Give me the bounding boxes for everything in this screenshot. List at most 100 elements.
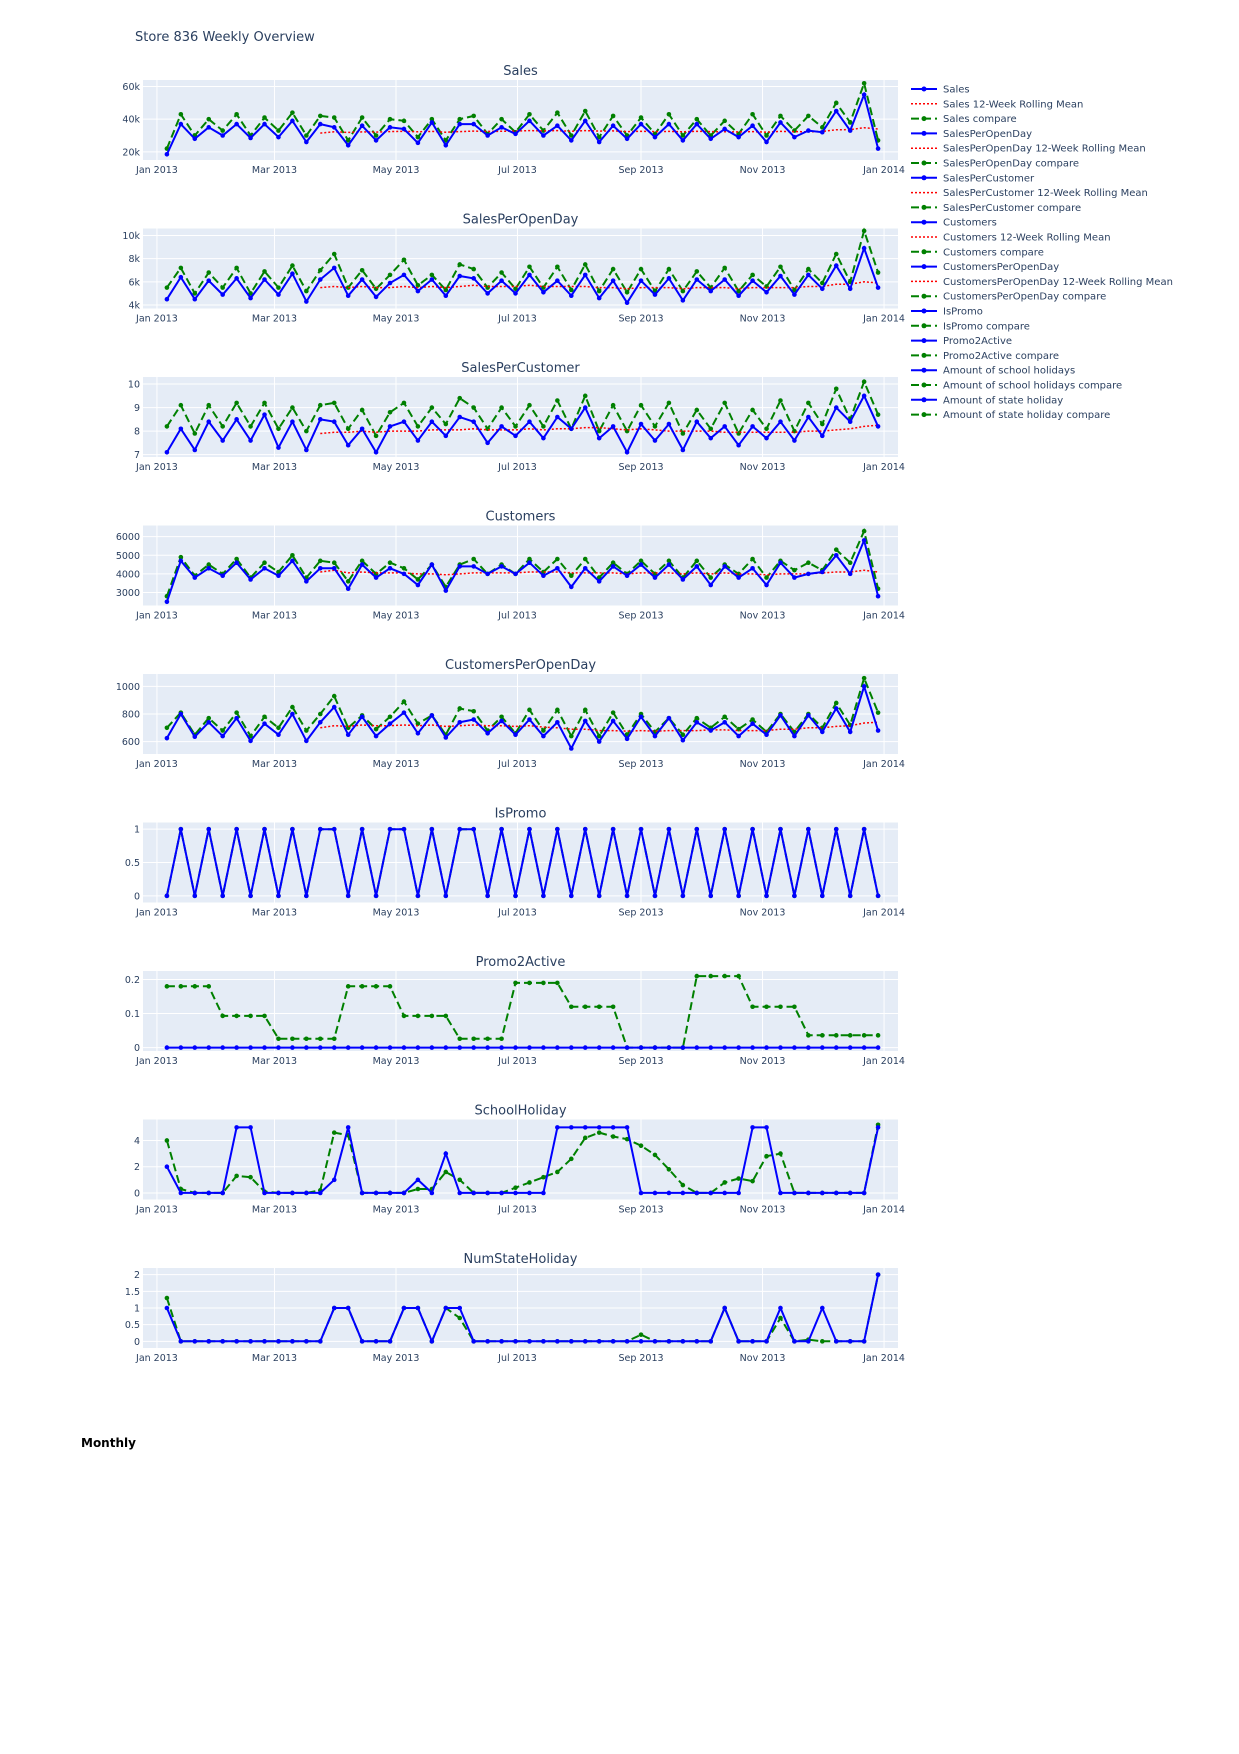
x-tick-label: Jul 2013 (497, 462, 537, 473)
data-point (736, 442, 741, 448)
series-line-Sales (165, 91, 880, 155)
legend-item[interactable]: SalesPerCustomer compare (911, 203, 1081, 214)
data-point (429, 562, 435, 567)
data-point (359, 277, 365, 282)
data-point (220, 133, 225, 138)
panel-CustomersPerOpenDay: CustomersPerOpenDay 600 800 1000 Jan 2013 Mar… (116, 658, 905, 770)
data-point (638, 278, 644, 283)
data-point (192, 431, 198, 436)
y-tick-label: 2 (134, 1162, 140, 1173)
data-point (359, 558, 365, 564)
panel-IsPromo: IsPromo 0 0.5 1 Jan 2013 Mar 2013 May 2013 Jul … (125, 807, 905, 919)
data-point (610, 1004, 616, 1010)
panel-Sales: Sales 20k 40k 60k Jan 2013 Mar 2013 May 2013 Ju… (122, 64, 905, 176)
series-line-Customers compare (165, 527, 880, 597)
data-point (624, 136, 630, 142)
data-point (750, 556, 755, 562)
data-point (248, 1013, 253, 1019)
data-point (541, 733, 546, 739)
x-tick-label: Jul 2013 (497, 314, 537, 325)
legend-item[interactable]: Sales 12-Week Rolling Mean (911, 99, 1083, 110)
x-tick-label: May 2013 (373, 908, 420, 919)
data-point (262, 1339, 267, 1344)
data-point (178, 1045, 184, 1050)
data-point (568, 138, 574, 143)
data-point (820, 1190, 825, 1196)
data-point (220, 893, 225, 899)
data-point (610, 266, 616, 272)
data-point (513, 1185, 518, 1190)
x-tick-label: Nov 2013 (740, 908, 786, 919)
monthly-section-heading: Monthly (81, 1436, 136, 1450)
panel-title: Customers (486, 510, 556, 525)
data-point (401, 126, 407, 132)
data-point (220, 1190, 225, 1196)
data-point (331, 704, 337, 710)
data-point (568, 293, 574, 299)
legend-item[interactable]: SalesPerOpenDay 12-Week Rolling Mean (911, 144, 1146, 155)
legend-item[interactable]: CustomersPerOpenDay compare (911, 292, 1106, 303)
legend-item[interactable]: IsPromo compare (911, 321, 1030, 332)
data-point (555, 565, 560, 571)
data-point (387, 272, 393, 278)
data-point (234, 1045, 239, 1050)
data-point (290, 1190, 295, 1196)
series-line-Customers 12-Week Rolling Mean (320, 569, 879, 576)
legend-item[interactable]: Customers (911, 218, 997, 229)
x-tick-label: Jan 2014 (862, 759, 905, 770)
data-point (527, 1180, 532, 1185)
data-point (457, 706, 463, 711)
legend-item[interactable]: CustomersPerOpenDay 12-Week Rolling Mean (911, 277, 1173, 288)
panel-NumStateHoliday: NumStateHoliday 0 0.5 1 1.5 2 Jan 2013 Mar 2013… (125, 1252, 905, 1364)
data-point (317, 113, 323, 119)
data-point (471, 717, 476, 722)
data-point (833, 547, 839, 552)
legend-item[interactable]: Amount of state holiday (911, 395, 1063, 406)
x-tick-label: Sep 2013 (618, 1353, 663, 1364)
data-point (164, 285, 170, 290)
legend-item[interactable]: SalesPerCustomer (911, 173, 1035, 184)
data-point (513, 291, 518, 296)
x-tick-label: Jan 2013 (135, 1056, 178, 1067)
data-point (582, 1135, 588, 1141)
data-point (206, 826, 212, 832)
data-point (694, 1190, 700, 1196)
data-point (582, 565, 588, 571)
y-tick-label: 1000 (116, 682, 140, 693)
data-point (806, 266, 811, 272)
data-point (736, 893, 741, 899)
legend-item[interactable]: Amount of school holidays (911, 366, 1075, 377)
data-point (401, 118, 407, 124)
legend-item[interactable]: Customers 12-Week Rolling Mean (911, 233, 1111, 244)
data-point (401, 257, 407, 263)
data-point (443, 735, 449, 740)
data-point (555, 707, 560, 713)
legend-item[interactable]: Sales (911, 85, 970, 96)
data-point (359, 826, 365, 832)
data-point (415, 283, 421, 288)
legend-marker (921, 86, 927, 92)
data-point (485, 1036, 490, 1042)
legend-item[interactable]: SalesPerOpenDay compare (911, 159, 1079, 170)
legend-item[interactable]: SalesPerCustomer 12-Week Rolling Mean (911, 188, 1148, 199)
data-point (875, 1272, 881, 1277)
data-point (457, 1045, 463, 1050)
series-line-IsPromo (165, 828, 880, 897)
legend-item[interactable]: Amount of school holidays compare (911, 381, 1122, 392)
legend-item[interactable]: SalesPerOpenDay (911, 129, 1032, 140)
data-point (666, 1167, 672, 1172)
data-point (750, 1125, 755, 1130)
legend-item[interactable]: Customers compare (911, 247, 1044, 258)
data-point (820, 125, 825, 130)
legend-item[interactable]: Amount of state holiday compare (911, 410, 1110, 421)
legend-item[interactable]: Promo2Active (911, 336, 1012, 347)
legend-item[interactable]: Sales compare (911, 114, 1017, 125)
legend-item[interactable]: IsPromo (911, 307, 983, 318)
legend-item[interactable]: CustomersPerOpenDay (911, 262, 1059, 273)
data-point (722, 126, 727, 132)
x-tick-label: Jan 2013 (135, 1205, 178, 1216)
data-point (234, 560, 239, 566)
legend-item[interactable]: Promo2Active compare (911, 351, 1059, 362)
data-point (401, 400, 407, 406)
data-point (680, 447, 686, 453)
